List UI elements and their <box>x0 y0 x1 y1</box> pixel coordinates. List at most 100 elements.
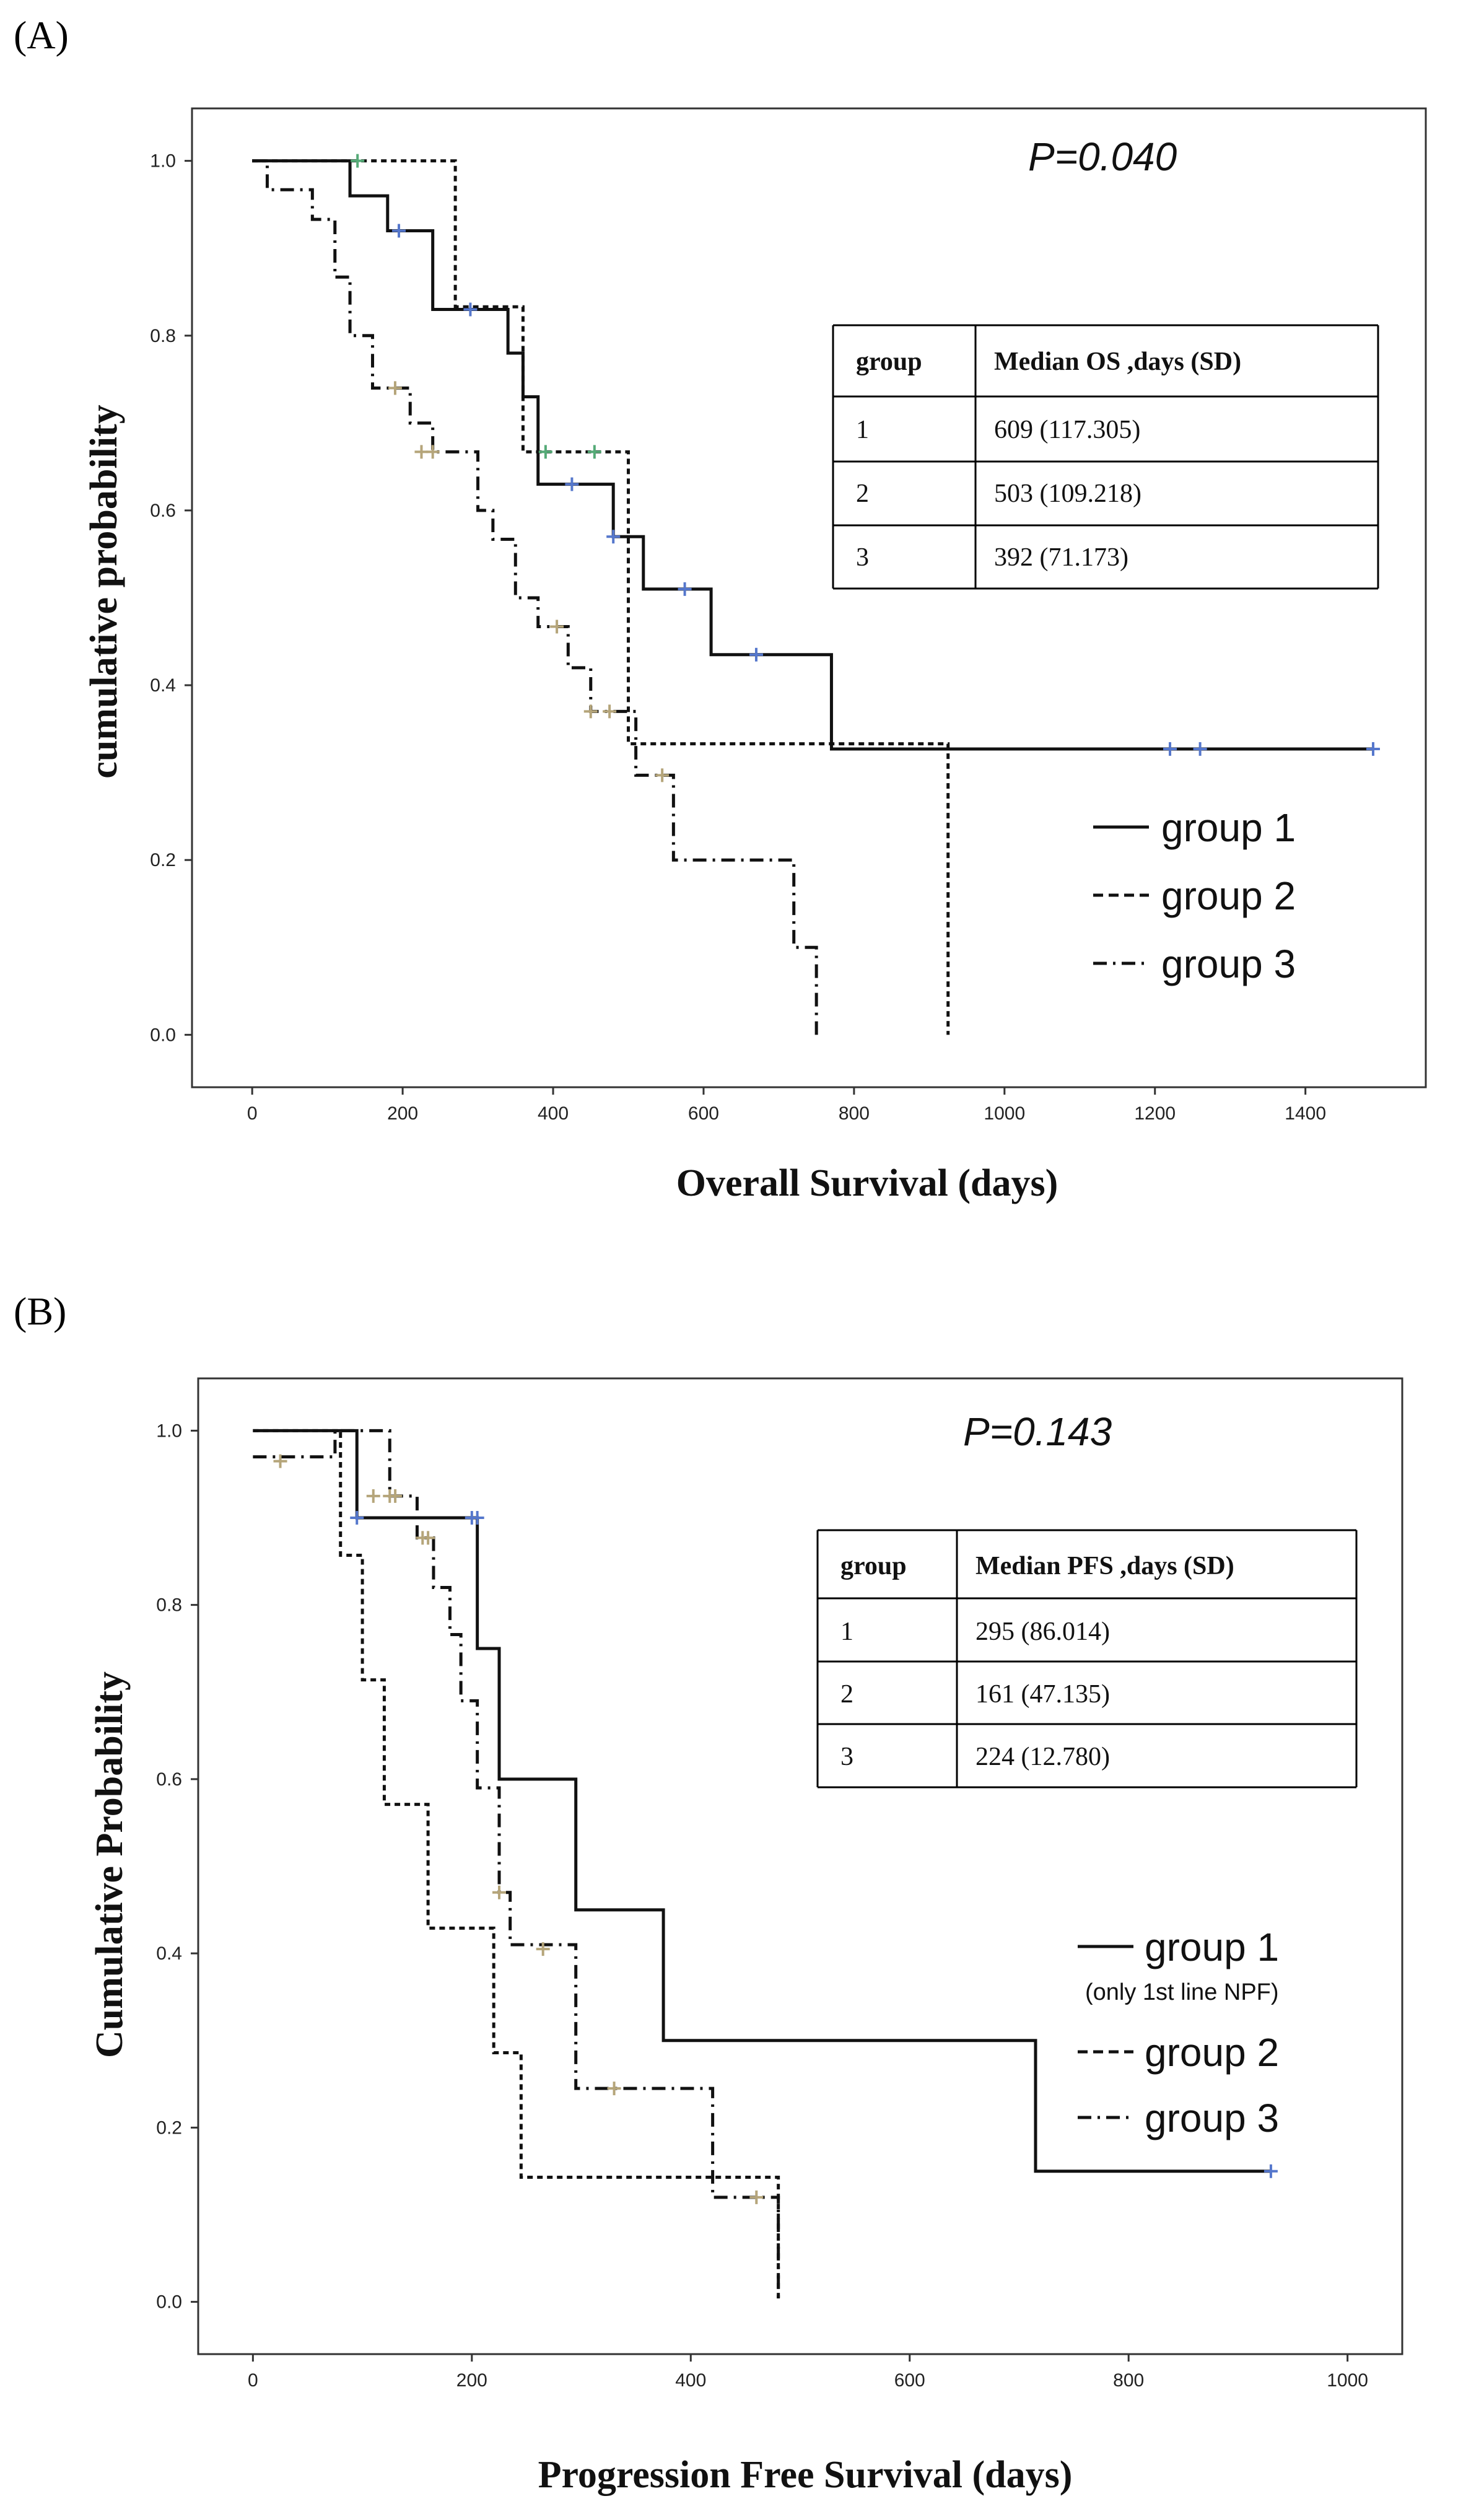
panel-a-legend-label-group-2: group 2 <box>1161 874 1296 918</box>
panel-a-censor-mark-group-3 <box>655 768 670 782</box>
panel-b-table-cell: 161 (47.135) <box>976 1680 1110 1709</box>
panel-b-censor-mark-group-1 <box>350 1511 364 1525</box>
panel-a-legend-label-group-3: group 3 <box>1161 942 1296 986</box>
panel-a-curve-group-1 <box>252 159 1373 751</box>
panel-a-y-tick-label: 0.4 <box>150 675 176 696</box>
panel-a-censor-mark-group-1 <box>565 477 579 491</box>
panel-b-p-value: P=0.143 <box>963 1409 1112 1454</box>
panel-b-censor-mark-group-3 <box>366 1489 380 1503</box>
panel-b-table-cell: 2 <box>840 1680 853 1709</box>
panel-a-censor-mark-group-3 <box>388 381 402 395</box>
panel-b-legend: group 1 (only 1st line NPF) group 2 grou… <box>1078 1925 1279 2140</box>
panel-b-censor-mark-group-1 <box>470 1511 484 1525</box>
panel-b-y-tick-label: 0.4 <box>156 1943 182 1964</box>
panel-a-table-cell: 2 <box>856 479 869 508</box>
panel-b-x-axis: 0 200 400 600 800 1000 <box>248 2354 1368 2391</box>
panel-a-p-value: P=0.040 <box>1028 134 1177 179</box>
panel-a-curve-group-3 <box>252 159 818 1035</box>
panel-b-censor-mark-group-3 <box>607 2082 621 2096</box>
panel-a-curve-group-2 <box>252 159 950 1035</box>
panel-a-label: (A) <box>14 13 69 57</box>
panel-a-x-tick-label: 200 <box>387 1103 418 1124</box>
panel-a-censor-mark-group-3 <box>603 704 617 719</box>
panel-b-curve-group-2 <box>253 1429 780 2302</box>
panel-b-censor-mark-group-3 <box>421 1531 435 1545</box>
panel-b-legend-note: (only 1st line NPF) <box>1085 1979 1279 2005</box>
panel-b-table-header-median: Median PFS ,days (SD) <box>976 1552 1234 1580</box>
panel-a-censor-mark-group-1 <box>1366 742 1380 756</box>
panel-b-censor-mark-group-1 <box>1264 2164 1278 2178</box>
panel-b-censor-mark-group-3 <box>273 1454 287 1468</box>
panel-b-legend-label-group-1: group 1 <box>1145 1925 1279 1969</box>
panel-b-x-tick-label: 400 <box>675 2370 706 2391</box>
panel-a-x-axis-title: Overall Survival (days) <box>676 1162 1058 1204</box>
panel-a-censor-mark-group-1 <box>392 224 406 238</box>
panel-b-y-axis-title: Cumulative Probability <box>89 1671 131 2058</box>
panel-b-x-tick-label: 800 <box>1113 2370 1144 2391</box>
panel-b-censor-mark-group-3 <box>536 1942 550 1956</box>
panel-a-table-cell: 3 <box>856 543 869 572</box>
panel-a-y-tick-label: 0.0 <box>150 1025 176 1045</box>
panel-a-x-tick-label: 800 <box>839 1103 870 1124</box>
panel-a-legend-label-group-1: group 1 <box>1161 805 1296 850</box>
panel-a-y-tick-label: 0.2 <box>150 850 176 870</box>
panel-a-y-axis-title: cumulative probability <box>83 405 125 778</box>
panel-a-x-tick-label: 400 <box>538 1103 569 1124</box>
panel-b-legend-label-group-3: group 3 <box>1145 2096 1279 2140</box>
panel-b-table-cell: 295 (86.014) <box>976 1618 1110 1646</box>
panel-b-censor-mark-group-3 <box>749 2190 764 2204</box>
panel-a-table-cell: 1 <box>856 416 869 444</box>
panel-a-y-tick-label: 0.6 <box>150 501 176 521</box>
panel-a-table-header-group: group <box>856 348 922 376</box>
panel-a-y-tick-label: 1.0 <box>150 151 176 172</box>
panel-b-table-header-group: group <box>840 1552 907 1580</box>
panel-b-label: (B) <box>14 1289 66 1333</box>
panel-b-x-axis-title: Progression Free Survival (days) <box>538 2454 1073 2496</box>
panel-a-censor-mark-group-1 <box>1163 742 1177 756</box>
panel-a-table-cell: 609 (117.305) <box>994 416 1140 444</box>
panel-b-curve-group-3 <box>253 1429 780 2302</box>
panel-a-median-table: group Median OS ,days (SD) 1 609 (117.30… <box>832 324 1379 590</box>
panel-a-plot-frame <box>191 107 1427 1088</box>
panel-b-y-tick-label: 1.0 <box>156 1421 182 1441</box>
panel-a-x-tick-label: 1000 <box>984 1103 1025 1124</box>
panel-b-legend-label-group-2: group 2 <box>1145 2030 1279 2075</box>
panel-a-censor-mark-group-2 <box>587 445 601 459</box>
panel-b-table-cell: 1 <box>840 1618 853 1646</box>
panel-a: (A) 0.0 0.2 0.4 0.6 0.8 1.0 0 200 400 600 800 1000… <box>14 13 1427 1204</box>
panel-a-y-axis: 0.0 0.2 0.4 0.6 0.8 1.0 <box>150 151 192 1045</box>
panel-b-x-tick-label: 200 <box>456 2370 487 2391</box>
panel-b-y-tick-label: 0.0 <box>156 2292 182 2313</box>
panel-a-legend: group 1 group 2 group 3 <box>1093 805 1296 986</box>
panel-b-y-tick-label: 0.2 <box>156 2117 182 2138</box>
panel-b-censor-mark-group-3 <box>388 1489 403 1503</box>
panel-a-x-axis: 0 200 400 600 800 1000 1200 1400 <box>247 1087 1326 1124</box>
panel-b-plot-frame <box>197 1377 1403 2355</box>
panel-b-censor-marks <box>273 1454 1278 2204</box>
panel-b-censor-mark-group-3 <box>492 1885 506 1899</box>
panel-a-table-cell: 392 (71.173) <box>994 543 1128 572</box>
panel-b: (B) 0.0 0.2 0.4 0.6 0.8 1.0 0 200 400 600 800 1000… <box>14 1289 1403 2496</box>
panel-a-x-tick-label: 1200 <box>1134 1103 1176 1124</box>
panel-a-censor-marks <box>351 154 1380 782</box>
panel-b-table-cell: 3 <box>840 1743 853 1771</box>
panel-b-x-tick-label: 0 <box>248 2370 258 2391</box>
panel-a-censor-mark-group-1 <box>1193 742 1207 756</box>
panel-b-x-tick-label: 1000 <box>1327 2370 1368 2391</box>
panel-b-x-tick-label: 600 <box>894 2370 925 2391</box>
panel-a-censor-mark-group-1 <box>606 530 621 544</box>
panel-b-y-tick-label: 0.8 <box>156 1595 182 1616</box>
panel-b-y-tick-label: 0.6 <box>156 1769 182 1790</box>
panel-a-censor-mark-group-1 <box>678 582 692 596</box>
panel-a-censor-mark-group-3 <box>426 445 440 459</box>
panel-a-series <box>252 159 1373 1035</box>
panel-a-y-tick-label: 0.8 <box>150 326 176 346</box>
panel-a-x-tick-label: 600 <box>688 1103 719 1124</box>
panel-b-curve-group-1 <box>253 1429 1271 2173</box>
panel-a-censor-mark-group-3 <box>583 704 598 719</box>
panel-b-y-axis: 0.0 0.2 0.4 0.6 0.8 1.0 <box>156 1421 198 2313</box>
panel-a-x-tick-label: 0 <box>247 1103 258 1124</box>
panel-a-x-tick-label: 1400 <box>1285 1103 1326 1124</box>
panel-a-censor-mark-group-2 <box>351 154 365 168</box>
panel-a-censor-mark-group-2 <box>538 445 552 459</box>
